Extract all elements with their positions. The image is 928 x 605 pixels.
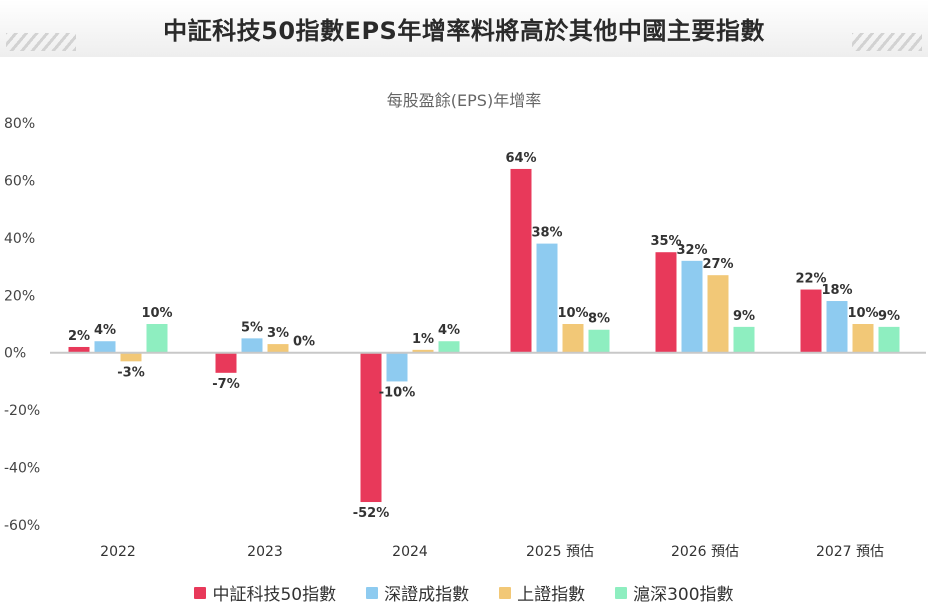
bar bbox=[536, 243, 558, 353]
bar bbox=[146, 324, 168, 353]
page-title: 中証科技50指數EPS年增率料將高於其他中國主要指數 bbox=[163, 17, 765, 45]
x-tick-label: 2023 bbox=[247, 544, 283, 560]
legend: 中証科技50指數 深證成指數 上證指數 滬深300指數 bbox=[0, 580, 928, 605]
bar bbox=[120, 352, 142, 362]
data-label: 1% bbox=[412, 332, 434, 347]
data-label: 10% bbox=[141, 306, 172, 321]
data-label: 9% bbox=[733, 309, 755, 324]
data-label: 3% bbox=[267, 326, 289, 341]
y-tick-label: 0% bbox=[4, 346, 26, 362]
legend-swatch bbox=[615, 586, 628, 599]
x-tick-label: 2022 bbox=[100, 544, 136, 560]
y-tick-label: 40% bbox=[4, 231, 35, 247]
legend-item: 中証科技50指數 bbox=[194, 580, 336, 605]
bar bbox=[215, 352, 237, 373]
bar-chart: 80% 60% 40% 20% 0% -20% -40% -60% 2% -7% -52% 64% 35… bbox=[4, 116, 926, 560]
data-label: 0% bbox=[293, 335, 315, 350]
legend-swatch bbox=[366, 586, 379, 599]
data-label: -10% bbox=[379, 385, 416, 400]
bar bbox=[68, 346, 90, 353]
bar bbox=[510, 168, 532, 353]
data-label: 10% bbox=[847, 306, 878, 321]
title-banner: 中証科技50指數EPS年增率料將高於其他中國主要指數 bbox=[0, 0, 928, 57]
bar bbox=[94, 341, 116, 353]
data-label: 18% bbox=[821, 283, 852, 298]
bar bbox=[360, 352, 382, 503]
bar bbox=[826, 301, 848, 353]
legend-label: 深證成指數 bbox=[384, 585, 470, 605]
x-tick-label: 2025 預估 bbox=[526, 544, 594, 560]
data-label: 22% bbox=[795, 272, 826, 287]
legend-swatch bbox=[194, 586, 207, 599]
data-label: 5% bbox=[241, 320, 263, 335]
data-label: 38% bbox=[531, 226, 562, 241]
bar bbox=[386, 352, 408, 382]
legend-swatch bbox=[499, 586, 512, 599]
bar bbox=[733, 326, 755, 353]
bar bbox=[267, 344, 289, 353]
data-label: 9% bbox=[878, 309, 900, 324]
x-tick-label: 2026 預估 bbox=[671, 544, 739, 560]
bar bbox=[655, 252, 677, 353]
legend-item: 上證指數 bbox=[499, 580, 585, 605]
bar bbox=[707, 275, 729, 353]
legend-label: 中証科技50指數 bbox=[212, 585, 337, 605]
bar bbox=[412, 349, 434, 353]
legend-label: 上證指數 bbox=[517, 585, 586, 605]
x-tick-label: 2024 bbox=[392, 544, 428, 560]
y-tick-label: 60% bbox=[4, 173, 35, 189]
data-label: 64% bbox=[505, 151, 536, 166]
bar bbox=[588, 329, 610, 353]
data-label: 2% bbox=[68, 329, 90, 344]
bar bbox=[241, 338, 263, 353]
data-label: 4% bbox=[438, 323, 460, 338]
x-tick-label: 2027 預估 bbox=[816, 544, 884, 560]
data-label: 32% bbox=[676, 243, 707, 258]
stripe-decoration-left bbox=[6, 33, 76, 51]
bar bbox=[438, 341, 460, 353]
bar bbox=[681, 260, 703, 353]
bar bbox=[562, 324, 584, 353]
y-tick-label: -60% bbox=[4, 518, 40, 534]
legend-label: 滬深300指數 bbox=[633, 585, 734, 605]
data-label: 4% bbox=[94, 323, 116, 338]
data-label: -52% bbox=[353, 506, 390, 521]
y-tick-label: -40% bbox=[4, 461, 40, 477]
data-label: 27% bbox=[702, 257, 733, 272]
chart-title: 每股盈餘(EPS)年增率 bbox=[386, 91, 542, 110]
bar bbox=[852, 324, 874, 353]
y-tick-label: -20% bbox=[4, 403, 40, 419]
data-label: 10% bbox=[557, 306, 588, 321]
data-label: -7% bbox=[212, 377, 239, 392]
bar bbox=[800, 289, 822, 353]
data-label: 8% bbox=[588, 312, 610, 327]
data-label: 35% bbox=[650, 234, 681, 249]
y-tick-label: 20% bbox=[4, 288, 35, 304]
bar bbox=[878, 326, 900, 353]
legend-item: 滬深300指數 bbox=[615, 580, 734, 605]
data-label: -3% bbox=[117, 365, 144, 380]
y-tick-label: 80% bbox=[4, 116, 35, 132]
stripe-decoration-right bbox=[852, 33, 922, 51]
legend-item: 深證成指數 bbox=[366, 580, 469, 605]
